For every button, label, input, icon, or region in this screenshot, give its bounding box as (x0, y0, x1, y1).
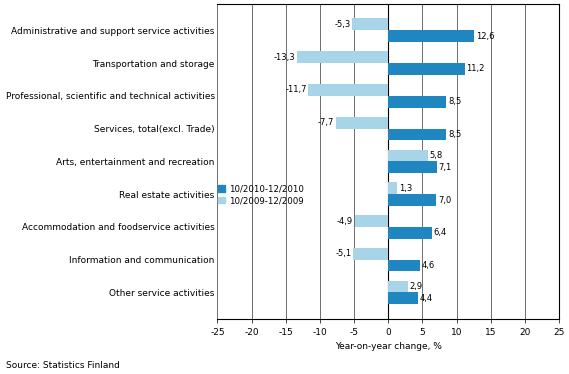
Bar (388, 63, 465, 75)
Text: -4,9: -4,9 (337, 217, 353, 226)
Text: 4,6: 4,6 (422, 261, 435, 270)
Bar (388, 150, 428, 161)
Text: 1,3: 1,3 (399, 184, 412, 193)
Bar (388, 161, 437, 173)
Text: 5,8: 5,8 (430, 151, 443, 160)
Bar (388, 280, 408, 292)
Text: 6,4: 6,4 (434, 228, 447, 237)
Text: 12,6: 12,6 (476, 32, 494, 41)
Bar (352, 18, 388, 30)
Text: 2,9: 2,9 (410, 282, 423, 291)
Bar (355, 215, 388, 227)
Legend: 10/2010-12/2010, 10/2009-12/2009: 10/2010-12/2010, 10/2009-12/2009 (218, 184, 303, 205)
Text: -7,7: -7,7 (318, 118, 334, 127)
Text: 7,0: 7,0 (438, 196, 451, 205)
Bar (353, 248, 388, 260)
Bar (388, 183, 397, 194)
Bar (388, 30, 475, 42)
Bar (336, 117, 388, 129)
Bar (388, 129, 447, 140)
Bar (388, 260, 420, 272)
Text: 7,1: 7,1 (439, 163, 452, 172)
Text: 4,4: 4,4 (420, 294, 433, 303)
Bar (388, 194, 436, 206)
Bar (308, 84, 388, 96)
Bar (298, 51, 388, 63)
Text: -5,3: -5,3 (334, 20, 351, 29)
Text: 11,2: 11,2 (467, 64, 485, 73)
X-axis label: Year-on-year change, %: Year-on-year change, % (335, 342, 442, 351)
Text: 8,5: 8,5 (448, 97, 461, 106)
Bar (388, 96, 447, 108)
Bar (388, 292, 418, 304)
Text: -5,1: -5,1 (336, 249, 352, 258)
Text: Source: Statistics Finland: Source: Statistics Finland (6, 361, 119, 370)
Text: -11,7: -11,7 (285, 85, 307, 94)
Text: -13,3: -13,3 (274, 53, 296, 62)
Text: 8,5: 8,5 (448, 130, 461, 139)
Bar (388, 227, 432, 239)
